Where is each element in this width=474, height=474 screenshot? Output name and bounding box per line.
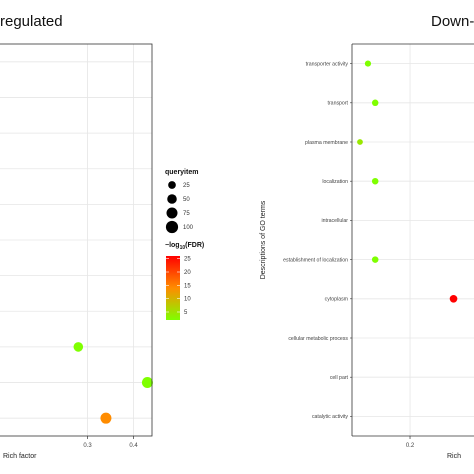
legend: queryitem 25 50 75 100 −log10(FDR) 25 20 15 10… <box>165 169 204 320</box>
legend-color-title: −log10(FDR) <box>165 242 204 251</box>
size-legend-label: 25 <box>183 183 190 189</box>
right-plot-area <box>352 44 474 436</box>
left-x-axis-title: Rich factor <box>3 453 37 460</box>
color-bar-tick-label: 10 <box>184 297 191 303</box>
size-legend-dot <box>168 181 176 189</box>
right-y-axis-title: Descriptions of GO terms <box>260 200 267 279</box>
right-y-tick-label: establishment of localization <box>283 257 348 263</box>
color-bar-tick-label: 15 <box>184 283 191 289</box>
right-data-point <box>357 139 363 145</box>
left-data-point <box>100 412 112 424</box>
color-bar-tick-label: 25 <box>184 257 191 263</box>
right-x-tick-label: 0.2 <box>406 443 415 449</box>
left-x-ticks: 0.3 0.4 <box>83 436 138 449</box>
color-bar-ticks: 25 20 15 10 5 <box>166 257 191 316</box>
color-bar <box>166 256 180 320</box>
right-x-axis-title: Rich <box>447 453 461 460</box>
size-legend-dot <box>165 220 179 234</box>
left-plot-border <box>0 43 153 437</box>
left-data-point <box>141 377 153 389</box>
size-legend: 25 50 75 100 <box>165 181 194 234</box>
size-legend-label: 50 <box>183 197 190 203</box>
size-legend-dot <box>167 194 177 204</box>
left-data-point <box>73 342 84 352</box>
right-data-point <box>449 294 458 303</box>
left-points <box>73 342 153 424</box>
right-panel: Down- Descriptions of GO terms transport… <box>260 13 474 460</box>
right-y-tick-label: transporter activity <box>306 61 349 67</box>
right-y-tick-label: plasma membrane <box>305 140 348 146</box>
right-data-point <box>371 256 379 263</box>
right-data-point <box>371 177 379 185</box>
right-points <box>357 60 458 303</box>
right-data-point <box>371 99 379 107</box>
size-legend-dot <box>166 207 178 219</box>
right-data-point <box>364 60 372 67</box>
right-y-tick-label: transport <box>328 101 349 107</box>
right-y-tick-label: cellular metabolic process <box>288 336 348 342</box>
color-bar-tick-label: 5 <box>184 310 188 316</box>
color-bar-tick-label: 20 <box>184 270 191 276</box>
left-panel-title: regulated <box>0 13 63 30</box>
right-gridlines <box>352 44 474 436</box>
right-y-tick-label: cell part <box>330 375 349 381</box>
legend-size-title: queryitem <box>165 169 198 176</box>
size-legend-label: 75 <box>183 211 190 217</box>
right-panel-title: Down- <box>431 13 474 30</box>
right-y-tick-label: cytoplasm <box>325 297 348 303</box>
left-x-tick-label: 0.4 <box>129 443 138 449</box>
right-y-tick-label: localization <box>322 179 348 185</box>
right-y-labels: transporter activity transport plasma memb… <box>283 61 352 420</box>
left-panel: regulated 0.3 0.4 Rich factor <box>0 13 153 460</box>
right-x-ticks: 0.2 <box>406 436 415 449</box>
left-x-tick-label: 0.3 <box>83 443 92 449</box>
size-legend-label: 100 <box>183 225 194 231</box>
right-y-tick-label: catalytic activity <box>312 414 348 420</box>
right-y-tick-label: intracellular <box>321 218 348 224</box>
